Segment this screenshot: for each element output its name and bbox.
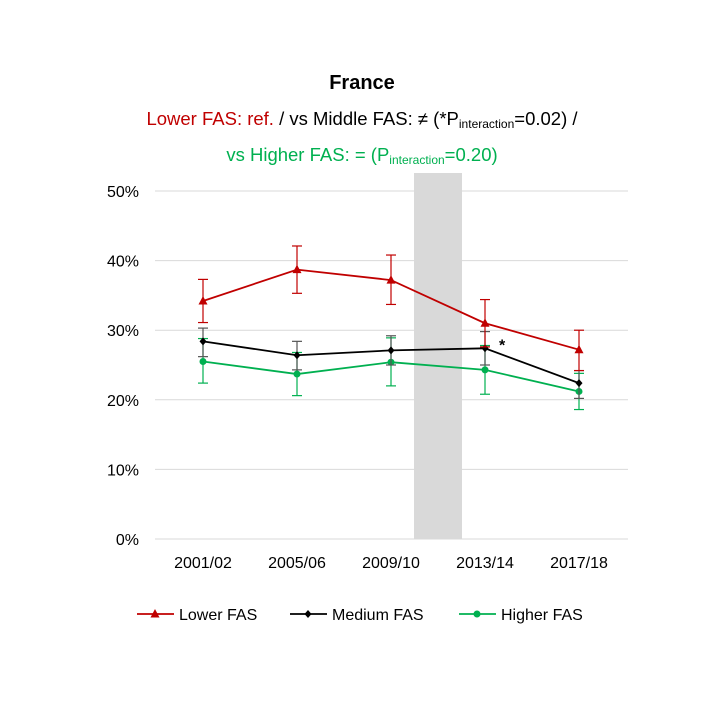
series-medium-fas [198,327,584,400]
legend-item: Lower FAS [137,607,257,624]
data-point [199,337,207,346]
y-tick-label: 10% [107,462,139,479]
x-tick-label: 2005/06 [268,555,326,572]
data-point [293,351,301,360]
data-point [199,358,207,366]
legend-marker [150,609,160,618]
legend-marker [473,610,481,618]
subtitle-higher-text: vs Higher FAS: = (P [226,144,390,165]
y-tick-label: 20% [107,393,139,410]
x-tick-label: 2001/02 [174,555,232,572]
y-tick-label: 50% [107,184,139,201]
y-tick-label: 0% [116,532,139,549]
shaded-period-band [414,173,462,539]
legend: Lower FAS Medium FAS Higher FAS [137,607,583,624]
legend-label: Higher FAS [501,607,583,624]
significance-asterisk: * [499,337,506,354]
x-tick-label: 2009/10 [362,555,420,572]
data-point [198,295,208,305]
y-tick-label: 40% [107,254,139,271]
data-point [575,379,583,388]
legend-item: Medium FAS [290,607,424,624]
data-point [386,275,396,284]
x-tick-label: 2013/14 [456,555,514,572]
chart-subtitle-line1: Lower FAS: ref. / vs Middle FAS: ≠ (*Pin… [0,108,724,130]
chart-subtitle-line2: vs Higher FAS: = (Pinteraction=0.20) [0,144,724,166]
data-point [293,370,301,378]
subtitle-lower-ref: Lower FAS: ref. [146,108,274,129]
data-point [480,318,490,327]
y-tick-label: 30% [107,323,139,340]
data-point [574,344,584,354]
subtitle-higher-p: =0.20) [444,144,498,165]
chart-title: France [329,72,395,94]
series-lower-fas [198,245,584,372]
legend-item: Higher FAS [459,607,583,624]
subtitle-middle-sub: interaction [458,117,515,131]
subtitle-higher-sub: interaction [389,153,445,167]
data-point [481,366,489,374]
data-point [481,344,489,353]
legend-marker [304,610,312,618]
legend-label: Lower FAS [179,607,257,624]
x-tick-label: 2017/18 [550,555,608,572]
data-point [292,264,302,274]
legend-label: Medium FAS [332,607,424,624]
data-point [387,346,395,355]
subtitle-middle-text: / vs Middle FAS: ≠ (*P [273,108,459,129]
subtitle-middle-p: =0.02) / [514,108,578,129]
